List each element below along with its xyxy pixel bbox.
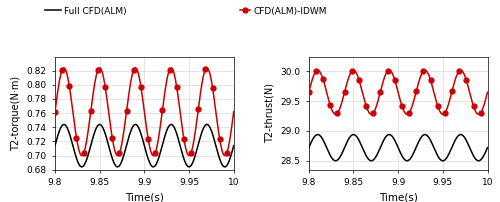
Legend: Full CFD(ALM): Full CFD(ALM) — [44, 6, 127, 16]
X-axis label: Time(s): Time(s) — [378, 193, 418, 202]
Y-axis label: T2-thrust(N): T2-thrust(N) — [265, 83, 275, 143]
X-axis label: Time(s): Time(s) — [125, 193, 164, 202]
Legend: CFD(ALM)-IDWM: CFD(ALM)-IDWM — [240, 6, 328, 16]
Y-axis label: T2-torque(N·m): T2-torque(N·m) — [11, 76, 21, 151]
